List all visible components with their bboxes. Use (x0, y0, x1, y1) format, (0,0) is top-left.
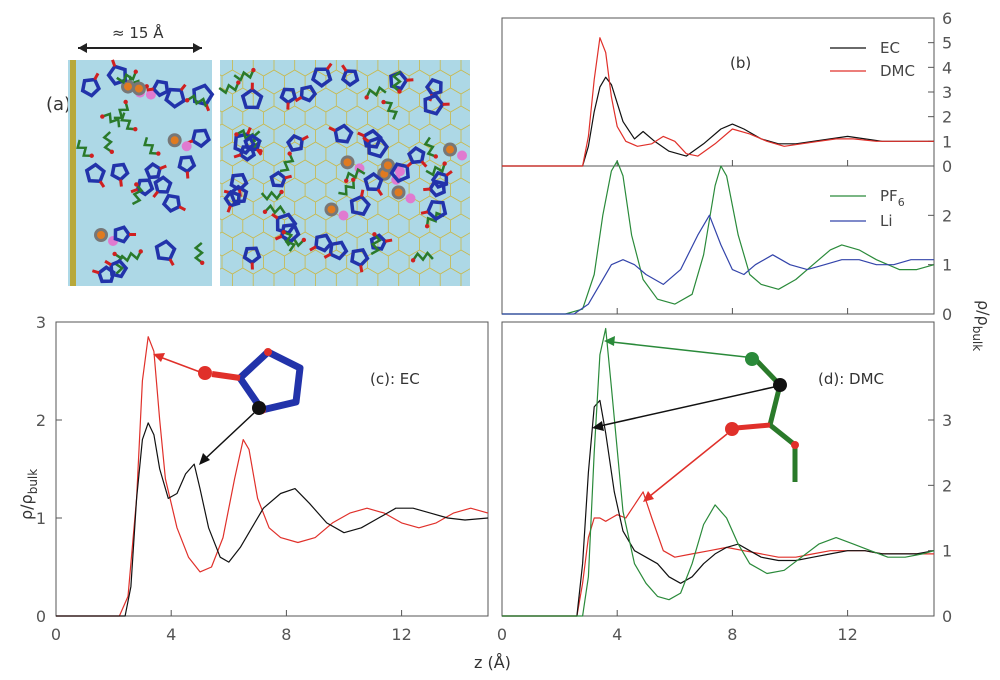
legend-pf6: PF6 (880, 187, 905, 209)
series-dmc-methyl-line (502, 327, 935, 617)
tick-label: 1 (942, 132, 952, 151)
tick-label: 3 (942, 411, 952, 430)
panel-c-ylabel: ρ/ρbulk (17, 469, 40, 520)
panel-b-top-plot (502, 37, 934, 167)
panel-b-bottom-plot (502, 160, 935, 315)
panel-c-plot (56, 336, 489, 617)
tick-label: 2 (942, 476, 952, 495)
tick-label: 3 (36, 313, 46, 332)
series-li-line (502, 214, 934, 315)
tick-label: 12 (837, 625, 857, 644)
panel-a-label: (a) (46, 94, 71, 115)
dmc-green-arrowhead (604, 336, 615, 346)
dmc-black-arrow (599, 386, 775, 427)
dmc-black-marker (773, 378, 787, 392)
series-ec-carbonyl-line (56, 336, 489, 617)
tick-label: 8 (281, 625, 291, 644)
dmc-red-marker (725, 422, 739, 436)
dmc-green-arrow (611, 341, 747, 358)
x-axis-label: z (Å) (474, 653, 511, 672)
panel-d-plot (502, 327, 935, 617)
tick-label: 3 (942, 83, 952, 102)
series-dmc-carbonyl-line (502, 491, 934, 617)
tick-label: 2 (942, 206, 952, 225)
tick-label: 4 (942, 58, 952, 77)
panel-c-label: (c): EC (370, 370, 420, 388)
ec-red-arrowhead (153, 353, 165, 362)
panel-d-label: (d): DMC (818, 370, 884, 388)
tick-label: 5 (942, 34, 952, 53)
tick-label: 1 (36, 509, 46, 528)
tick-label: 8 (727, 625, 737, 644)
tick-label: 0 (942, 607, 952, 626)
tick-label: 1 (942, 542, 952, 561)
graphene-sheet-edge (70, 60, 76, 286)
tick-label: 2 (942, 108, 952, 127)
dmc-green-marker (745, 352, 759, 366)
tick-label: 0 (942, 157, 952, 176)
legend-li: Li (880, 212, 893, 230)
panel-a: (a) ≈ 15 Å (46, 23, 470, 286)
ec-black-arrowhead (199, 453, 210, 465)
series-dmc-line (502, 37, 934, 167)
tick-label: 4 (612, 625, 622, 644)
series-pf6-line (502, 160, 935, 315)
dmc-molecule (735, 358, 799, 482)
series-ec-line (502, 76, 934, 167)
panel-b: (b) 6 5 4 3 2 1 0 2 1 0 EC DMC PF6 Li ρ/ρbulk (501, 9, 993, 351)
tick-label: 1 (942, 256, 952, 275)
molecule-sticks (76, 59, 468, 284)
legend-dmc: DMC (880, 62, 915, 80)
series-dmc-ether-line (502, 399, 935, 617)
dmc-red-arrow (649, 433, 728, 497)
ec-black-arrow (205, 412, 255, 459)
panel-b-right-ticks: 6 5 4 3 2 1 0 2 1 0 (501, 9, 952, 324)
tick-label: 4 (166, 625, 176, 644)
tick-label: 2 (36, 411, 46, 430)
tick-label: 0 (497, 625, 507, 644)
legend-ec: EC (880, 39, 900, 57)
panel-b-label: (b) (730, 54, 751, 72)
tick-label: 6 (942, 9, 952, 28)
dmc-black-arrowhead (592, 421, 604, 431)
panel-b-ylabel: ρ/ρbulk (970, 300, 993, 351)
scale-text: ≈ 15 Å (112, 23, 164, 42)
tick-label: 0 (51, 625, 61, 644)
tick-label: 0 (36, 607, 46, 626)
tick-label: 0 (942, 305, 952, 324)
panel-c-frame (55, 321, 489, 617)
series-ec-ring-line (56, 422, 489, 617)
ec-carbonyl-marker (198, 366, 212, 380)
ec-ring-marker (252, 401, 266, 415)
dmc-red-arrowhead (643, 491, 654, 502)
tick-label: 12 (391, 625, 411, 644)
panel-d-frame (501, 321, 935, 617)
ec-red-arrow (159, 356, 201, 373)
